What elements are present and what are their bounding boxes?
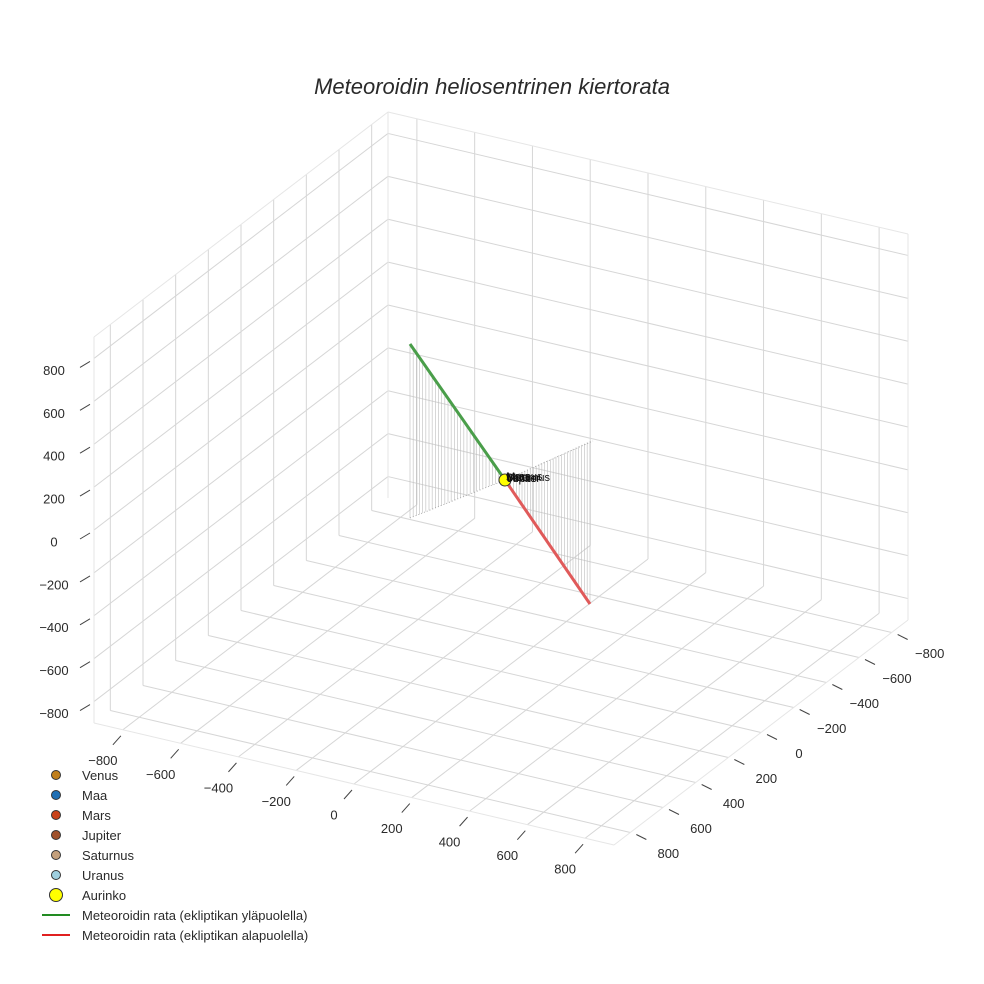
circle-marker-icon (36, 845, 76, 865)
legend-item[interactable]: Mars (36, 805, 308, 825)
x-tick-label: −400 (204, 780, 233, 795)
x-tick-label: −800 (88, 753, 117, 768)
y-tick-label: −600 (882, 671, 911, 686)
circle-marker-icon (36, 785, 76, 805)
planet-label: Venus (506, 473, 537, 485)
legend-label: Jupiter (82, 827, 122, 843)
z-tick-label: 800 (43, 363, 65, 378)
trajectory-above-ecliptic[interactable] (408, 343, 507, 481)
z-tick-label: −400 (39, 620, 68, 635)
y-tick-label: 800 (657, 846, 679, 861)
z-tick-label: 600 (43, 406, 65, 421)
y-tick-label: 200 (755, 771, 777, 786)
legend-label: Venus (82, 767, 119, 783)
circle-marker-icon (36, 885, 76, 905)
x-tick-label: 400 (439, 835, 461, 850)
z-tick-label: −800 (39, 706, 68, 721)
axis-ticks: −800−600−400−2000200400600800−800−600−40… (39, 361, 944, 877)
legend: Venus Maa Mars Jupiter Saturnus Uranus Aurinko… (36, 765, 308, 945)
line-marker-icon (36, 925, 76, 945)
z-tick-label: −600 (39, 663, 68, 678)
y-tick-label: 600 (690, 821, 712, 836)
x-tick-label: 800 (554, 862, 576, 877)
drop-lines (409, 344, 594, 604)
x-tick-label: −200 (262, 794, 291, 809)
trajectory-traces (408, 343, 592, 605)
legend-item[interactable]: Meteoroidin rata (ekliptikan yläpuolella… (36, 905, 308, 925)
x-tick-label: −600 (146, 767, 175, 782)
legend-item[interactable]: Maa (36, 785, 308, 805)
y-tick-label: 0 (795, 746, 802, 761)
legend-label: Saturnus (82, 847, 135, 863)
y-tick-label: −800 (915, 646, 944, 661)
y-tick-label: 400 (723, 796, 745, 811)
line-marker-icon (36, 905, 76, 925)
grid-lines (93, 111, 909, 846)
circle-marker-icon (36, 865, 76, 885)
legend-item[interactable]: Saturnus (36, 845, 308, 865)
legend-item[interactable]: Venus (36, 765, 308, 785)
trajectory-below-ecliptic[interactable] (503, 479, 592, 605)
legend-item[interactable]: Uranus (36, 865, 308, 885)
planet-label: Saturnus (506, 472, 551, 484)
sun-marker[interactable] (498, 473, 512, 487)
z-tick-label: −200 (39, 577, 68, 592)
y-tick-label: −400 (850, 696, 879, 711)
legend-label: Mars (82, 807, 111, 823)
x-tick-label: 200 (381, 821, 403, 836)
legend-label: Uranus (82, 867, 124, 883)
planet-label: Uranus (507, 471, 543, 483)
circle-marker-icon (36, 765, 76, 785)
circle-marker-icon (36, 805, 76, 825)
legend-label: Meteoroidin rata (ekliptikan yläpuolella… (82, 907, 308, 923)
z-tick-label: 200 (43, 492, 65, 507)
y-tick-label: −200 (817, 721, 846, 736)
circle-marker-icon (36, 825, 76, 845)
legend-item[interactable]: Jupiter (36, 825, 308, 845)
legend-label: Aurinko (82, 887, 127, 903)
planet-label: Maa (507, 472, 529, 484)
legend-label: Maa (82, 787, 108, 803)
chart-title: Meteoroidin heliosentrinen kiertorata (314, 74, 670, 99)
z-tick-label: 0 (50, 534, 57, 549)
planet-label: Mars (506, 471, 531, 483)
legend-label: Meteoroidin rata (ekliptikan alapuolella… (82, 927, 309, 943)
z-tick-label: 400 (43, 449, 65, 464)
planet-label: Jupiter (507, 473, 540, 485)
x-tick-label: 0 (330, 807, 337, 822)
legend-item[interactable]: Meteoroidin rata (ekliptikan alapuolella… (36, 925, 308, 945)
x-tick-label: 600 (496, 848, 518, 863)
legend-item[interactable]: Aurinko (36, 885, 308, 905)
